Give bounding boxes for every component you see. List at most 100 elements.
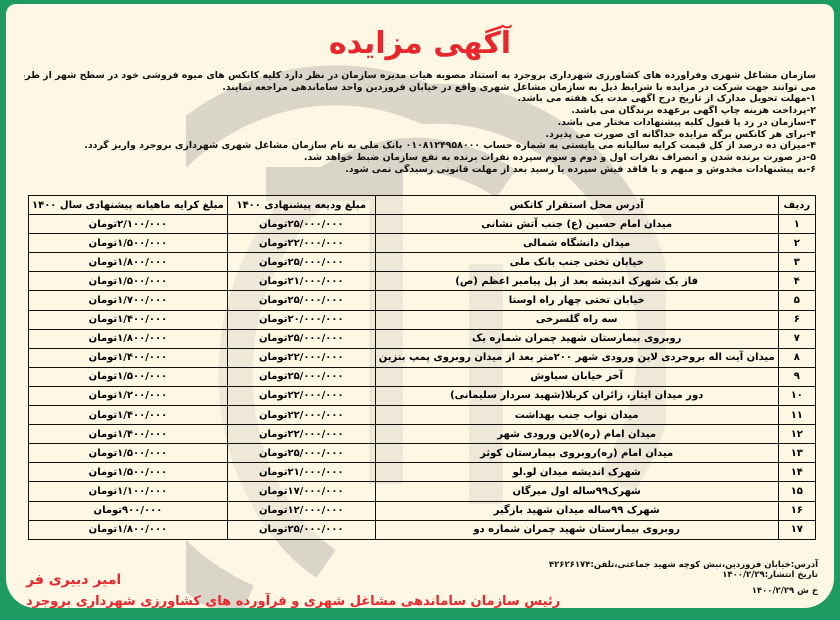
row-number: ۱۲ xyxy=(777,424,817,445)
condition-item: ۴-میزان ده درصد از کل قیمت کرایه سالیانه… xyxy=(84,140,816,152)
condition-item: ۴-برای هر کانکس برگه مزایده جداگانه ای ص… xyxy=(545,128,816,140)
kiosk-address: دور میدان ایثار، زائران کربلا(شهید سردار… xyxy=(374,385,779,407)
kiosk-address: سه راه گلسرخی xyxy=(374,309,779,330)
table-row: ۵ خیابان تختی چهار راه اوستا ۲۵/۰۰۰/۰۰۰توم… xyxy=(28,290,817,311)
monthly-rent: ۱/۲۰۰/۰۰۰تومان xyxy=(28,385,228,407)
deposit-amount: ۱۷/۰۰۰/۰۰۰تومان xyxy=(226,481,376,502)
intro-line: سازمان مشاغل شهری وفرآورده های کشاورزی ش… xyxy=(24,70,816,81)
monthly-rent: ۱/۸۰۰/۰۰۰تومان xyxy=(28,519,228,540)
kiosk-address: خیابان تختی چهار راه اوستا xyxy=(374,290,779,311)
row-number: ۱۳ xyxy=(777,443,817,464)
header-monthly-rent: مبلغ کرایه ماهیانه پیشنهادی سال ۱۴۰۰ xyxy=(28,194,228,216)
row-number: ۹ xyxy=(777,366,817,387)
kiosk-address: میدان دانشگاه شمالی xyxy=(374,233,779,254)
table-row: ۱۶ شهرک ۹۹ساله میدان شهید بازگیر ۱۲/۰۰۰/۰۰… xyxy=(28,500,817,521)
monthly-rent: ۱/۴۰۰/۰۰۰تومان xyxy=(28,309,228,330)
footer-info: آدرس:خیابان فروردین،نبش کوچه شهید جماعتی… xyxy=(549,560,818,596)
monthly-rent: ۱/۵۰۰/۰۰۰تومان xyxy=(28,366,228,387)
monthly-rent: ۱/۵۰۰/۰۰۰تومان xyxy=(28,443,228,464)
deposit-amount: ۲۵/۰۰۰/۰۰۰تومان xyxy=(226,519,376,540)
notice-code: خ ش ۱۴۰۰/۲/۲۹ xyxy=(751,586,818,596)
row-number: ۱۶ xyxy=(777,500,817,521)
kiosk-address: میدان آیت اله بروجردی لاین ورودی شهر ۲۰۰… xyxy=(374,347,779,368)
kiosk-address: میدان امام (ره)لاین ورودی شهر xyxy=(374,424,779,445)
signer-title: رئیس سازمان ساماندهی مشاغل شهری و فرآورد… xyxy=(26,594,561,608)
monthly-rent: ۱/۵۰۰/۰۰۰تومان xyxy=(28,271,228,292)
deposit-amount: ۲۰/۰۰۰/۰۰۰تومان xyxy=(226,309,376,330)
footer-address: آدرس:خیابان فروردین،نبش کوچه شهید جماعتی… xyxy=(548,560,818,570)
row-number: ۱۷ xyxy=(777,519,817,540)
row-number: ۱ xyxy=(777,214,817,235)
deposit-amount: ۲۵/۰۰۰/۰۰۰تومان xyxy=(226,443,376,464)
kiosk-address: خیابان تختی جنب بانک ملی xyxy=(374,252,779,273)
table-row: ۱ میدان امام حسین (ع) جنب آتش نشانی ۲۵/۰۰۰… xyxy=(28,214,817,235)
deposit-amount: ۲۲/۰۰۰/۰۰۰تومان xyxy=(226,233,376,254)
kiosk-address: روبروی بیمارستان شهید چمران شماره دو xyxy=(374,519,779,540)
kiosk-address: شهرک۹۹ساله اول میرگان xyxy=(374,481,779,502)
signer-name: امیر دبیری فر xyxy=(26,572,122,588)
kiosk-address: فاز یک شهرک اندیشه بعد از پل پیامبر اعظم… xyxy=(374,271,779,292)
row-number: ۶ xyxy=(777,309,817,330)
row-number: ۳ xyxy=(777,252,817,273)
deposit-amount: ۱۲/۰۰۰/۰۰۰تومان xyxy=(226,500,376,521)
table-row: ۱۱ میدان نواب جنب بهداشت ۲۲/۰۰۰/۰۰۰تومان ۱/… xyxy=(28,405,817,426)
table-row: ۹ آخر خیابان سیاوش ۲۵/۰۰۰/۰۰۰تومان ۱/۵۰۰/۰۰… xyxy=(28,366,817,387)
row-number: ۸ xyxy=(777,347,817,368)
kiosk-address: میدان امام (ره)روبروی بیمارستان کوثر xyxy=(374,443,779,464)
table-row: ۱۵ شهرک۹۹ساله اول میرگان ۱۷/۰۰۰/۰۰۰تومان ۱/… xyxy=(28,481,817,502)
row-number: ۱۰ xyxy=(777,385,817,407)
deposit-amount: ۲۵/۰۰۰/۰۰۰تومان xyxy=(226,290,376,311)
intro-text: سازمان مشاغل شهری وفرآورده های کشاورزی ش… xyxy=(24,70,816,175)
table-row: ۱۳ میدان امام (ره)روبروی بیمارستان کوثر ۲۵… xyxy=(28,443,817,464)
monthly-rent: ۱/۴۰۰/۰۰۰تومان xyxy=(28,347,228,368)
table-row: ۳ خیابان تختی جنب بانک ملی ۲۵/۰۰۰/۰۰۰تومان… xyxy=(28,252,817,273)
notice-title: آگهی مزایده xyxy=(328,26,512,61)
deposit-amount: ۲۲/۰۰۰/۰۰۰تومان xyxy=(226,347,376,368)
table-row: ۸ میدان آیت اله بروجردی لاین ورودی شهر ۲۰… xyxy=(28,347,817,368)
notice-frame: آگهی مزایده سازمان مشاغل شهری وفرآورده ه… xyxy=(6,4,834,608)
intro-line: می توانند جهت شرکت در مزایده با شرایط ذی… xyxy=(222,81,816,93)
table-row: ۱۲ میدان امام (ره)لاین ورودی شهر ۲۲/۰۰۰/۰۰… xyxy=(28,424,817,445)
deposit-amount: ۲۲/۰۰۰/۰۰۰تومان xyxy=(226,405,376,426)
monthly-rent: ۹۰۰/۰۰۰تومان xyxy=(28,500,228,521)
row-number: ۱۴ xyxy=(777,462,817,483)
monthly-rent: ۱/۵۰۰/۰۰۰تومان xyxy=(28,462,228,483)
table-row: ۲ میدان دانشگاه شمالی ۲۲/۰۰۰/۰۰۰تومان ۱/۵۰۰… xyxy=(28,233,817,254)
deposit-amount: ۲۵/۰۰۰/۰۰۰تومان xyxy=(226,214,376,235)
table-row: ۷ روبروی بیمارستان شهید چمران شماره یک ۲۵/… xyxy=(28,328,817,349)
deposit-amount: ۲۱/۰۰۰/۰۰۰تومان xyxy=(226,271,376,292)
condition-item: ۶-به پیشنهادات مخدوش و مبهم و یا فاقد فی… xyxy=(345,163,816,175)
kiosk-address: میدان امام حسین (ع) جنب آتش نشانی xyxy=(374,214,779,235)
table-header: ردیف آدرس محل استقرار کانکس مبلغ ودیعه پ… xyxy=(28,194,817,216)
row-number: ۵ xyxy=(777,290,817,311)
kiosk-table: ردیف آدرس محل استقرار کانکس مبلغ ودیعه پ… xyxy=(28,194,817,540)
kiosk-address: شهرک ۹۹ساله میدان شهید بازگیر xyxy=(374,500,779,521)
deposit-amount: ۲۵/۰۰۰/۰۰۰تومان xyxy=(226,252,376,273)
kiosk-address: روبروی بیمارستان شهید چمران شماره یک xyxy=(374,328,779,349)
monthly-rent: ۱/۴۰۰/۰۰۰تومان xyxy=(28,424,228,445)
monthly-rent: ۲/۱۰۰/۰۰۰تومان xyxy=(28,214,228,235)
deposit-amount: ۲۵/۰۰۰/۰۰۰تومان xyxy=(226,366,376,387)
table-row: ۶ سه راه گلسرخی ۲۰/۰۰۰/۰۰۰تومان ۱/۴۰۰/۰۰۰تو… xyxy=(28,309,817,330)
header-deposit: مبلغ ودیعه پیشنهادی ۱۴۰۰ xyxy=(226,194,376,216)
table-row: ۱۴ شهرک اندیشه میدان لو.لو ۲۱/۰۰۰/۰۰۰تومان… xyxy=(28,462,817,483)
publish-date: تاریخ انتشار:۱۴۰۰/۲/۲۹ xyxy=(722,570,818,580)
deposit-amount: ۲۲/۰۰۰/۰۰۰تومان xyxy=(226,424,376,445)
table-row: ۴ فاز یک شهرک اندیشه بعد از پل پیامبر اعظ… xyxy=(28,271,817,292)
kiosk-address: میدان نواب جنب بهداشت xyxy=(374,405,779,426)
deposit-amount: ۲۲/۰۰۰/۰۰۰تومان xyxy=(226,385,376,407)
table-row: ۱۰ دور میدان ایثار، زائران کربلا(شهید سرد… xyxy=(28,385,817,407)
monthly-rent: ۱/۴۰۰/۰۰۰تومان xyxy=(28,405,228,426)
row-number: ۱۵ xyxy=(777,481,817,502)
condition-item: ۱-مهلت تحویل مدارک از تاریخ درج آگهی مدت… xyxy=(517,93,816,105)
header-address: آدرس محل استقرار کانکس xyxy=(374,194,779,216)
signature: امیر دبیری فر رئیس سازمان ساماندهی مشاغل… xyxy=(26,570,560,608)
condition-item: ۲-پرداخت هزینه چاپ آگهی برعهده برندگان م… xyxy=(571,105,816,117)
monthly-rent: ۱/۱۰۰/۰۰۰تومان xyxy=(28,481,228,502)
deposit-amount: ۲۵/۰۰۰/۰۰۰تومان xyxy=(226,328,376,349)
row-number: ۴ xyxy=(777,271,817,292)
row-number: ۲ xyxy=(777,233,817,254)
kiosk-address: شهرک اندیشه میدان لو.لو xyxy=(374,462,779,483)
monthly-rent: ۱/۸۰۰/۰۰۰تومان xyxy=(28,328,228,349)
deposit-amount: ۲۱/۰۰۰/۰۰۰تومان xyxy=(226,462,376,483)
